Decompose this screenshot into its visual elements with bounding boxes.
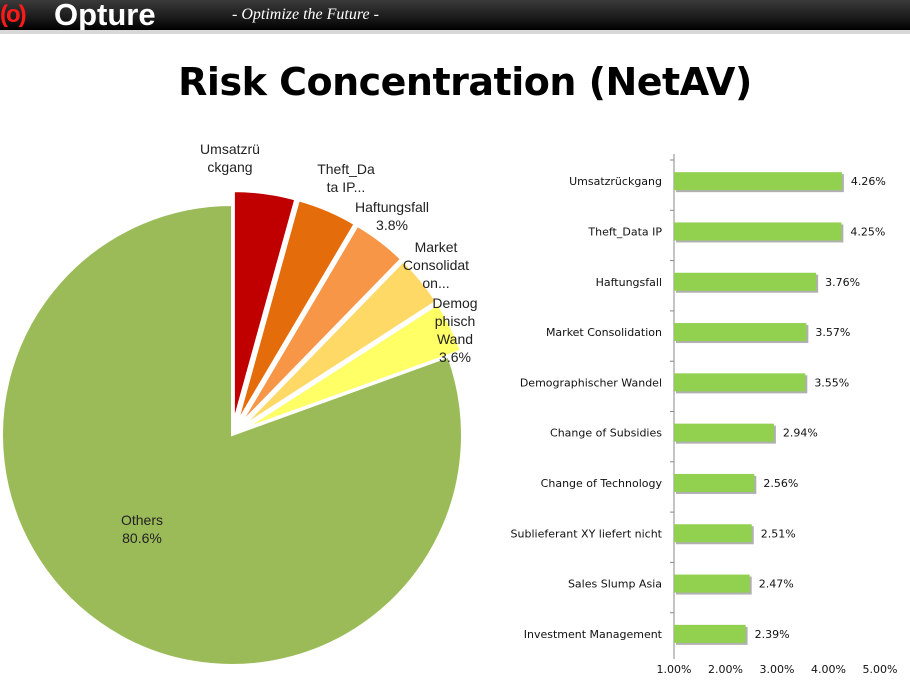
bar-value-label: 2.47% [759,578,794,591]
x-tick-label: 2.00% [708,663,743,676]
bar-value-label: 3.55% [814,376,849,389]
pie-label-5: Others 80.6% [121,512,163,546]
logo-mark: (o) [0,1,27,28]
x-tick-label: 4.00% [811,663,846,676]
bar-category-label: Investment Management [524,628,663,641]
bar-8 [674,574,750,593]
bar-category-label: Demographischer Wandel [520,376,662,389]
bar-value-label: 4.26% [851,175,886,188]
pie-label-4: Demog phisch Wand 3.6% [432,295,477,365]
bar-7 [674,524,752,543]
bar-6 [674,473,755,492]
bar-chart: Umsatzrückgang 4.26% Theft_Data IP 4.25% Haf… [511,154,898,676]
bar-value-label: 2.94% [783,427,818,440]
pie-slice-5 [1,203,463,666]
bar-value-label: 3.76% [825,276,860,289]
header-divider [0,30,910,34]
pie-chart: Umsatzrü ckgang Theft_Da ta IP... Haftungsfa… [1,141,478,666]
bar-value-label: 2.51% [761,527,796,540]
x-tick-label: 5.00% [863,663,898,676]
x-tick-label: 1.00% [657,663,692,676]
bar-category-label: Market Consolidation [546,326,662,339]
bar-1 [674,222,842,241]
tagline: - Optimize the Future - [232,6,379,23]
pie-slice-4 [244,302,463,430]
bar-category-label: Haftungsfall [596,276,662,289]
bar-value-label: 3.57% [815,326,850,339]
pie-label-1: Theft_Da ta IP... [317,161,375,195]
pie-slice-0 [232,190,297,422]
bar-category-label: Sublieferant XY liefert nicht [511,527,663,540]
bar-4 [674,373,806,392]
bar-category-label: Sales Slump Asia [568,578,662,591]
bar-value-label: 2.56% [763,477,798,490]
bar-3 [674,323,807,342]
header-bar: (o) Opture - Optimize the Future - [0,0,910,30]
pie-label-0: Umsatzrü ckgang [200,141,260,175]
bar-value-label: 4.25% [850,225,885,238]
x-tick-label: 3.00% [760,663,795,676]
pie-slice-3 [242,259,438,427]
page-title: Risk Concentration (NetAV) [178,60,752,104]
bar-9 [674,624,746,643]
bar-category-label: Change of Subsidies [550,427,662,440]
pie-label-3: Market Consolidat on... [403,239,469,291]
bar-category-label: Change of Technology [541,477,663,490]
bar-5 [674,423,774,442]
pie-slice-1 [236,199,356,423]
bar-0 [674,172,842,191]
bar-category-label: Theft_Data IP [587,225,662,238]
pie-slice-2 [239,224,403,425]
pie-label-2: Haftungsfall 3.8% [355,199,429,233]
bar-value-label: 2.39% [755,628,790,641]
bar-2 [674,272,817,291]
logo-text: Opture [54,0,156,32]
bar-category-label: Umsatzrückgang [569,175,662,188]
